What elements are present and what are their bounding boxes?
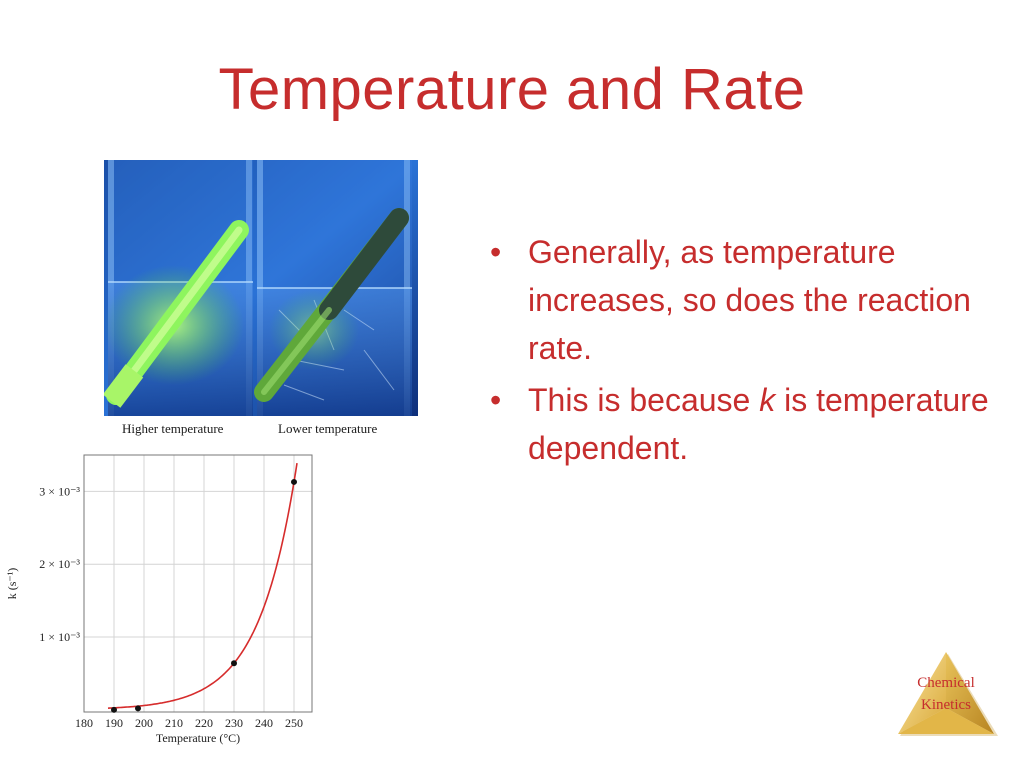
bullet-text-pre: This is because bbox=[528, 382, 760, 418]
data-point bbox=[291, 478, 297, 485]
x-tick-label: 180 bbox=[75, 716, 93, 730]
logo-line2: Kinetics bbox=[921, 697, 971, 713]
y-tick-label: 3 × 10⁻³ bbox=[39, 484, 80, 498]
bullet-dot: • bbox=[490, 234, 502, 270]
data-point bbox=[231, 660, 237, 667]
bullet-item: • This is because k is temperature depen… bbox=[490, 376, 1010, 472]
data-point bbox=[135, 705, 141, 712]
logo-line1: Chemical bbox=[917, 675, 974, 691]
bullet-item: • Generally, as temperature increases, s… bbox=[490, 228, 1010, 372]
glow-stick-photo-graphic bbox=[104, 160, 418, 416]
chemical-kinetics-logo: Chemical Kinetics bbox=[894, 648, 998, 738]
photo-caption-lower: Lower temperature bbox=[278, 421, 378, 436]
slide-title: Temperature and Rate bbox=[218, 57, 806, 122]
triangle-logo-icon: Chemical Kinetics bbox=[898, 652, 998, 736]
x-tick-label: 190 bbox=[105, 716, 123, 730]
x-tick-label: 210 bbox=[165, 716, 183, 730]
rate-temperature-chart: 180 190 200 210 220 230 240 250 1 × 10⁻³ 2 × 10⁻³… bbox=[0, 445, 330, 745]
y-tick-label: 2 × 10⁻³ bbox=[39, 557, 80, 571]
bullet-list: • Generally, as temperature increases, s… bbox=[490, 228, 1010, 476]
x-tick-label: 230 bbox=[225, 716, 243, 730]
fit-curve bbox=[107, 462, 298, 709]
rate-constant-symbol: k bbox=[759, 382, 776, 418]
bullet-dot: • bbox=[490, 382, 502, 418]
x-tick-label: 220 bbox=[195, 716, 213, 730]
glow-stick-photo bbox=[104, 160, 418, 416]
bullet-text: Generally, as temperature increases, so … bbox=[528, 234, 971, 366]
data-point bbox=[111, 706, 117, 713]
chart-svg: 180 190 200 210 220 230 240 250 1 × 10⁻³ 2 × 10⁻³… bbox=[5, 454, 313, 745]
x-axis-label: Temperature (°C) bbox=[156, 731, 240, 745]
x-tick-label: 240 bbox=[255, 716, 273, 730]
photo-caption-higher: Higher temperature bbox=[122, 421, 224, 436]
plot-frame bbox=[83, 454, 313, 713]
bullet-text-post: is temperature dependent. bbox=[528, 382, 989, 466]
y-axis-label: k (s⁻¹) bbox=[5, 568, 19, 600]
x-tick-label: 200 bbox=[135, 716, 153, 730]
x-tick-label: 250 bbox=[285, 716, 303, 730]
y-tick-label: 1 × 10⁻³ bbox=[39, 630, 80, 644]
